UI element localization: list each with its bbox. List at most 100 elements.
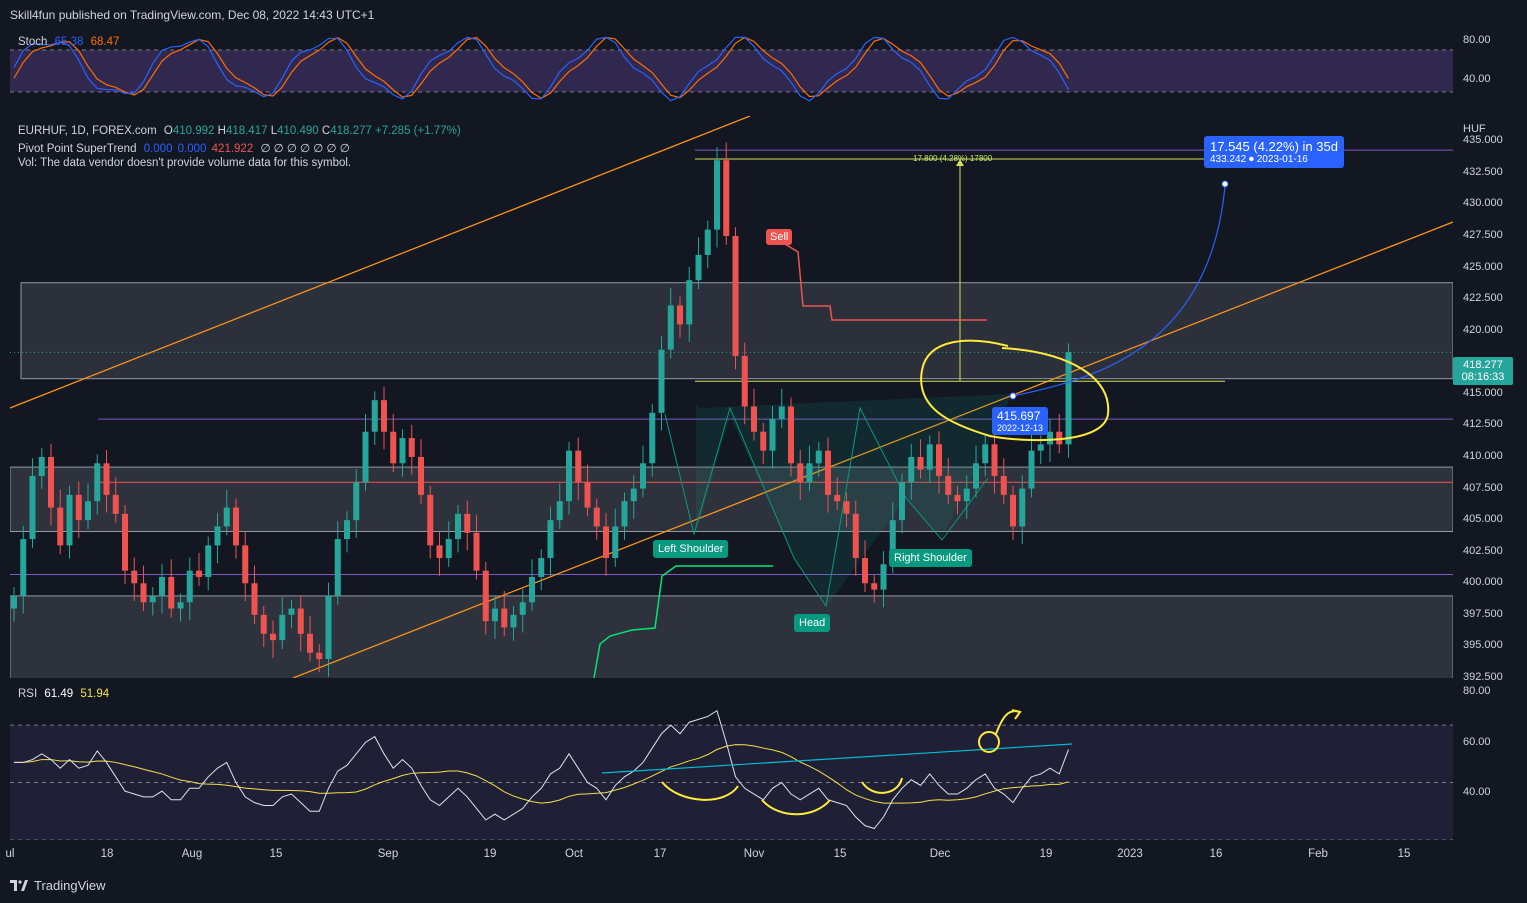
candle-body	[945, 475, 952, 495]
candle-body	[464, 513, 471, 533]
candle-body	[1000, 475, 1007, 495]
candle	[418, 439, 424, 504]
lower-support-zone	[10, 595, 1453, 678]
candle	[926, 435, 933, 483]
main-price-pane[interactable]: EURHUF, 1D, FOREX.com O410.992 H418.417 …	[10, 116, 1453, 678]
candle	[473, 515, 480, 580]
supertrend-glyphs: ∅ ∅ ∅ ∅ ∅ ∅ ∅	[260, 143, 350, 155]
sell-label: Sell	[766, 229, 793, 245]
neckline-price-box[interactable]: 415.697 2022-12-13	[992, 407, 1049, 435]
candle-body	[85, 501, 91, 521]
stoch-level-40: 40.00	[1463, 73, 1491, 85]
candle-body	[714, 160, 720, 230]
candle-body	[168, 576, 175, 609]
time-tick-label: 15	[1397, 848, 1411, 860]
candle	[603, 513, 609, 576]
candle	[427, 486, 434, 559]
candle	[908, 443, 915, 500]
candle	[649, 403, 656, 477]
time-tick-label: 19	[1039, 848, 1053, 860]
candle-body	[621, 501, 628, 527]
candle-body	[991, 444, 998, 476]
time-tick-label: ul	[5, 848, 15, 860]
supertrend-v3: 421.922	[211, 143, 254, 155]
candle-body	[140, 583, 147, 603]
time-tick-label: Nov	[743, 848, 765, 860]
candle	[482, 561, 489, 635]
candle	[1019, 475, 1026, 545]
time-tick-label: 18	[100, 848, 114, 860]
candle	[112, 477, 119, 523]
currency-label: HUF	[1463, 123, 1486, 135]
candle-body	[936, 444, 942, 476]
main-price-axis[interactable]: HUF 435.000 432.500 430.000 427.500 425.000 4…	[1453, 116, 1527, 683]
candle-body	[492, 608, 498, 622]
candle-body	[1019, 488, 1026, 527]
candle	[1028, 432, 1035, 498]
candle	[612, 508, 619, 567]
candle-body	[57, 507, 64, 546]
candle-body	[316, 652, 323, 660]
rsi-curve-mid	[761, 799, 831, 816]
ohlc-low: 410.490	[277, 125, 319, 137]
rsi-pane[interactable]: RSI 61.49 51.94	[10, 682, 1453, 840]
candle	[242, 532, 249, 601]
candle	[769, 405, 776, 469]
candle-body	[1010, 494, 1016, 527]
publish-text: Skill4fun published on TradingView.com, …	[10, 8, 375, 22]
candle	[20, 525, 27, 614]
projection-end-point	[1221, 180, 1229, 188]
candle	[48, 443, 54, 526]
candle-body	[159, 576, 165, 596]
supertrend-bear-line	[784, 243, 987, 321]
candle	[344, 511, 350, 553]
candle-body	[29, 475, 36, 540]
candle	[186, 557, 193, 620]
candle	[852, 500, 859, 576]
time-tick-label: 2023	[1117, 848, 1143, 860]
ohlc-high: 418.417	[225, 125, 268, 137]
candle-body	[48, 456, 54, 508]
price-tick-label: 422.500	[1463, 292, 1503, 305]
stoch-pane[interactable]: Stoch 65.38 68.47	[10, 30, 1453, 112]
candle-body	[408, 438, 415, 457]
candle-body	[603, 526, 609, 559]
volume-note: Vol: The data vendor doesn't provide vol…	[18, 157, 351, 169]
candle-body	[556, 501, 563, 521]
candle-body	[325, 595, 332, 660]
time-tick-label: Feb	[1308, 848, 1328, 860]
price-tick-label: 392.500	[1463, 671, 1503, 683]
neckline-price: 415.697	[997, 409, 1041, 423]
time-tick-label: 16	[1209, 848, 1223, 860]
candle	[815, 441, 822, 477]
time-axis[interactable]: ul 18 Aug 15 Sep 19 Oct 17 Nov 15 Dec 19 2023 16 Feb 15	[0, 840, 1453, 868]
candle	[917, 439, 924, 479]
candle-body	[436, 545, 443, 559]
candle-body	[695, 254, 702, 281]
candle-body	[455, 513, 461, 540]
candle	[806, 445, 813, 492]
candle	[1056, 414, 1063, 454]
candle	[778, 388, 785, 428]
time-tick-label: Dec	[929, 848, 951, 860]
supertrend-legend: Pivot Point SuperTrend 0.000 0.000 421.9…	[18, 141, 350, 155]
price-tick-label: 430.000	[1463, 197, 1503, 210]
projection-curve	[1012, 185, 1226, 397]
price-tick-label: 407.500	[1463, 481, 1503, 494]
candle	[510, 606, 517, 641]
candle	[973, 445, 979, 498]
projection-box[interactable]: 17.545 (4.22%) in 35d 433.242 ⏺ 2023-01-…	[1204, 136, 1344, 168]
hs-pattern-outline	[664, 406, 989, 608]
candle	[214, 513, 221, 564]
stoch-price-axis[interactable]: 80.00 40.00	[1453, 30, 1527, 112]
candle	[575, 437, 582, 500]
candle-body	[889, 520, 896, 565]
candle	[177, 593, 184, 622]
candle-body	[954, 494, 961, 502]
rsi-price-axis[interactable]: 80.00 60.00 40.00	[1453, 682, 1527, 840]
ohlc-h-label: H	[217, 125, 226, 137]
highlight-ellipse	[920, 339, 1110, 442]
candle	[492, 595, 498, 639]
left-shoulder-label: Left Shoulder	[653, 540, 729, 558]
candle-body	[94, 463, 101, 502]
